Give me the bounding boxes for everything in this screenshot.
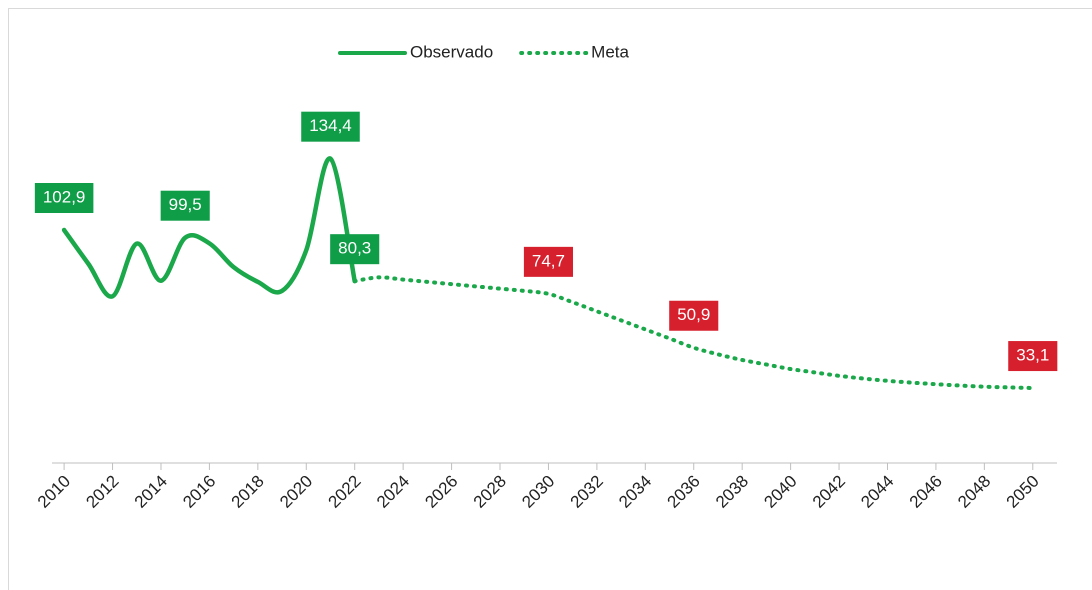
x-tick-label: 2024 xyxy=(373,472,413,512)
legend-label: Observado xyxy=(410,42,493,61)
x-tick-label: 2022 xyxy=(325,472,365,512)
data-label: 99,5 xyxy=(160,190,210,221)
x-tick-label: 2038 xyxy=(712,472,752,512)
data-label: 134,4 xyxy=(301,111,360,142)
data-label-text: 80,3 xyxy=(338,239,371,258)
data-label: 50,9 xyxy=(669,300,719,331)
x-tick-label: 2040 xyxy=(760,472,800,512)
data-label-text: 99,5 xyxy=(169,195,202,214)
x-tick-label: 2034 xyxy=(615,472,655,512)
x-tick-label: 2014 xyxy=(131,472,171,512)
x-tick-label: 2046 xyxy=(906,472,946,512)
x-tick-label: 2042 xyxy=(809,472,849,512)
x-tick-label: 2048 xyxy=(954,472,994,512)
data-label-box xyxy=(330,234,380,265)
x-tick-label: 2018 xyxy=(228,472,268,512)
x-tick-label: 2032 xyxy=(567,472,607,512)
data-label-box xyxy=(301,111,360,142)
series-line xyxy=(61,156,357,299)
data-label-box xyxy=(1008,341,1058,372)
x-tick-label: 2020 xyxy=(276,472,316,512)
data-label-text: 33,1 xyxy=(1016,346,1049,365)
data-label-box xyxy=(669,300,719,331)
x-tick-label: 2030 xyxy=(518,472,558,512)
x-tick-label: 2010 xyxy=(34,472,74,512)
data-label-text: 50,9 xyxy=(677,305,710,324)
series-line xyxy=(352,275,1035,391)
data-label: 102,9 xyxy=(34,183,94,214)
data-label: 33,1 xyxy=(1008,341,1058,372)
frame xyxy=(8,8,1092,590)
data-label-text: 134,4 xyxy=(309,116,352,135)
data-label-box xyxy=(34,183,94,214)
data-label: 80,3 xyxy=(330,234,380,265)
x-tick-label: 2028 xyxy=(470,472,510,512)
x-tick-label: 2044 xyxy=(857,472,897,512)
data-label-text: 74,7 xyxy=(532,251,565,270)
x-tick-label: 2036 xyxy=(664,472,704,512)
data-label-box xyxy=(523,246,573,277)
data-label: 74,7 xyxy=(523,246,573,277)
x-tick-label: 2016 xyxy=(179,472,219,512)
x-tick-label: 2050 xyxy=(1003,472,1043,512)
x-tick-label: 2026 xyxy=(421,472,461,512)
legend-label: Meta xyxy=(591,42,629,61)
data-label-box xyxy=(160,190,210,221)
x-tick-label: 2012 xyxy=(82,472,122,512)
data-label-text: 102,9 xyxy=(43,187,86,206)
